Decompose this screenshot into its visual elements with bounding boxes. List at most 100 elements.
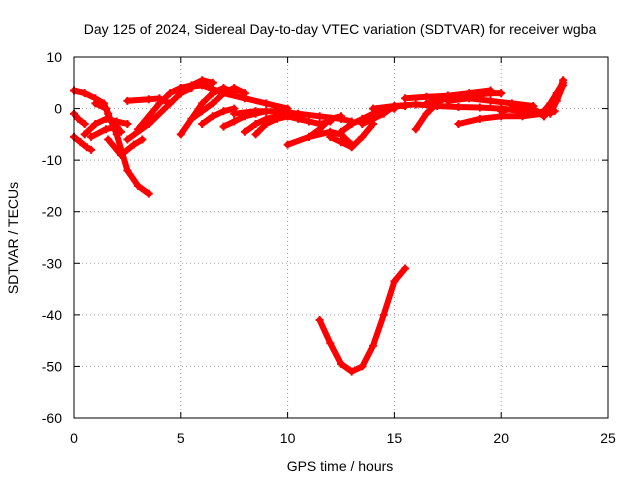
data-point <box>166 89 175 98</box>
data-point <box>123 166 132 175</box>
data-point <box>518 112 527 121</box>
data-point <box>552 96 561 105</box>
data-point <box>176 83 185 92</box>
data-point <box>401 264 410 273</box>
data-point <box>294 114 303 123</box>
data-point <box>422 92 431 101</box>
data-point <box>369 114 378 123</box>
data-point <box>529 109 538 118</box>
x-axis-label: GPS time / hours <box>287 458 394 474</box>
data-point <box>347 143 356 152</box>
data-point <box>304 132 313 141</box>
data-point <box>123 135 132 144</box>
data-point <box>198 120 207 129</box>
data-point <box>91 120 100 129</box>
y-tick-label: 10 <box>46 49 62 65</box>
data-point <box>208 99 217 108</box>
data-point <box>379 109 388 118</box>
data-point <box>219 122 228 131</box>
data-point <box>240 94 249 103</box>
data-point <box>134 125 143 134</box>
data-point <box>454 103 463 112</box>
data-point <box>358 362 367 371</box>
data-point <box>304 117 313 126</box>
data-point <box>198 99 207 108</box>
x-tick-label: 0 <box>70 430 78 446</box>
data-point <box>198 81 207 90</box>
y-tick-label: -60 <box>42 410 62 426</box>
data-point <box>326 132 335 141</box>
data-point <box>379 310 388 319</box>
y-tick-label: -10 <box>42 152 62 168</box>
data-point <box>358 120 367 129</box>
data-point <box>486 96 495 105</box>
data-point <box>74 114 83 123</box>
series-arc-21 <box>306 113 344 140</box>
data-point <box>283 140 292 149</box>
x-tick-label: 10 <box>280 430 296 446</box>
data-point <box>539 112 548 121</box>
data-point <box>337 112 345 121</box>
data-point <box>497 107 506 116</box>
series-layer <box>70 76 568 376</box>
series-arc-14 <box>199 105 238 127</box>
data-point <box>518 101 527 110</box>
data-point <box>144 95 153 104</box>
data-point <box>144 189 153 198</box>
data-point <box>80 120 89 129</box>
data-point <box>315 316 324 325</box>
data-point <box>251 120 260 129</box>
data-point <box>116 150 125 159</box>
series-arc-03 <box>71 133 95 153</box>
y-tick-label: -20 <box>42 204 62 220</box>
data-point <box>358 132 367 141</box>
data-point <box>390 277 399 286</box>
data-point <box>155 99 164 108</box>
data-point <box>559 81 568 90</box>
data-point <box>219 89 228 98</box>
data-point <box>422 109 431 118</box>
data-point <box>251 130 260 139</box>
y-tick-label: 0 <box>54 101 62 117</box>
series-arc-07 <box>105 136 146 158</box>
data-point <box>390 101 399 110</box>
data-point <box>443 96 452 105</box>
data-point <box>166 99 175 108</box>
data-point <box>486 89 495 98</box>
y-tick-label: -40 <box>42 307 62 323</box>
data-point <box>104 135 113 144</box>
y-tick-label: -50 <box>42 358 62 374</box>
data-point <box>475 114 484 123</box>
data-point <box>369 104 378 113</box>
data-point <box>347 120 356 129</box>
data-point <box>102 125 111 134</box>
data-point <box>176 130 185 139</box>
data-point <box>401 94 410 103</box>
data-point <box>134 181 143 190</box>
data-point <box>337 138 345 147</box>
data-point <box>230 117 239 126</box>
data-point <box>87 132 96 141</box>
data-point <box>326 339 335 348</box>
data-point <box>123 96 132 105</box>
data-point <box>230 83 239 92</box>
data-point <box>82 143 91 152</box>
data-point <box>272 114 281 123</box>
data-point <box>411 100 420 109</box>
data-point <box>411 125 420 134</box>
data-point <box>347 367 356 376</box>
ticks-layer: 0 5 10 15 20 25 -60 -50 -40 -30 -20 -10 0 10 <box>42 49 616 446</box>
data-point <box>87 145 96 154</box>
data-point <box>326 114 335 123</box>
data-point <box>91 99 100 108</box>
data-point <box>123 120 132 129</box>
data-point <box>251 107 260 116</box>
data-point <box>283 112 292 121</box>
data-point <box>507 104 516 113</box>
data-point <box>80 89 89 98</box>
data-point <box>102 104 111 113</box>
data-point <box>454 120 463 129</box>
data-point <box>208 112 217 121</box>
